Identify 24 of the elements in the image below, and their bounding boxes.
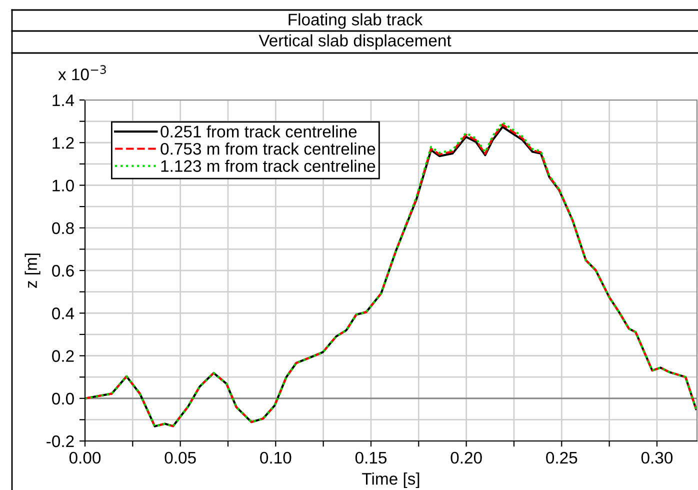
chart-title: Floating slab track (288, 13, 423, 29)
y-tick-label: 0.4 (52, 308, 74, 320)
y-tick-label: 0.6 (52, 264, 74, 277)
legend-label: 0.251 from track centreline (160, 125, 357, 138)
x-tick-label: 0.30 (641, 452, 673, 464)
legend-label: 1.123 m from track centreline (161, 160, 376, 172)
x-tick-label: 0.15 (355, 452, 387, 464)
text: x 10$^{−3}$ (58, 65, 106, 80)
x-tick-label: 0.25 (546, 452, 578, 464)
legend-label: 0.753 m from track centreline (160, 142, 376, 155)
x-axis-title: Time [s] (362, 472, 420, 488)
chart-subtitle: Vertical slab displacement (258, 34, 452, 50)
x-tick-label: 0.00 (69, 452, 101, 464)
y-tick-label: -0.2 (46, 435, 74, 448)
y-tick-label: 1.4 (52, 94, 74, 106)
x-tick-label: 0.05 (164, 452, 196, 464)
x-tick-label: 0.20 (450, 452, 482, 464)
y-tick-label: 1.2 (52, 137, 74, 149)
y-axis-title: z [m] (24, 254, 40, 288)
y-tick-label: 0.0 (52, 392, 74, 405)
x-tick-label: 0.10 (260, 452, 292, 464)
y-tick-label: 0.8 (52, 222, 74, 234)
y-tick-label: 0.2 (52, 350, 74, 362)
y-tick-label: 1.0 (52, 180, 74, 192)
